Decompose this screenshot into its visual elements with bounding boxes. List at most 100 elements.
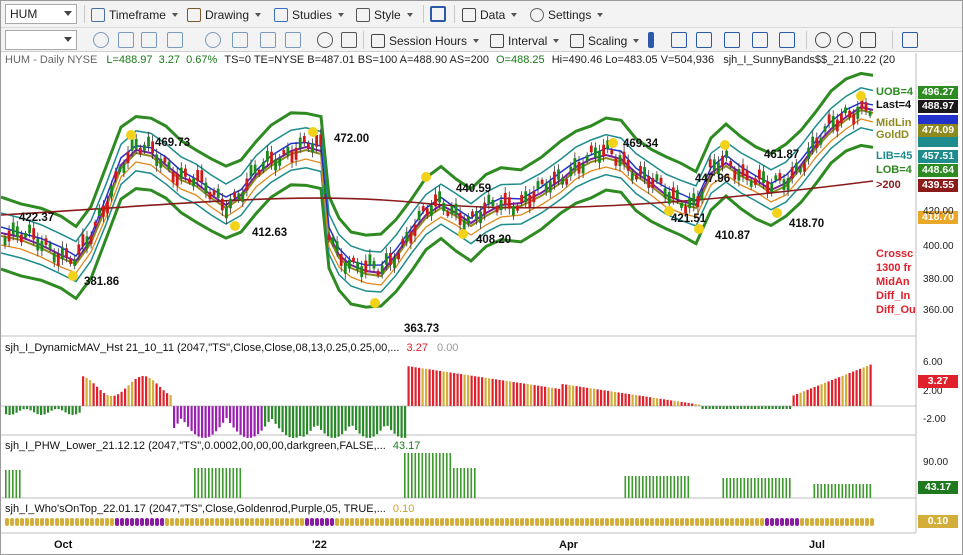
compass-icon[interactable] (205, 32, 221, 48)
candle-body (85, 236, 89, 248)
histogram-bar (197, 406, 200, 437)
candle-body (110, 185, 113, 197)
histogram-bar (645, 396, 648, 406)
candle-body (11, 222, 15, 235)
candle-body (393, 258, 396, 269)
symbol-input[interactable]: HUM (5, 4, 77, 24)
chevron-down-icon (553, 38, 560, 43)
add-chart-icon[interactable] (902, 32, 918, 48)
dot-chart-icon[interactable] (779, 32, 795, 48)
layout-icon[interactable] (430, 6, 446, 22)
ohlc-icon[interactable] (696, 32, 712, 48)
histogram-bar (715, 406, 718, 409)
histogram-bar (694, 404, 697, 406)
trendline-icon[interactable] (141, 32, 157, 48)
crossover-text: MidAn (876, 276, 910, 288)
candle-body (352, 257, 355, 263)
whos-on-top-cell (65, 518, 69, 526)
chevron-down-icon[interactable] (64, 11, 72, 16)
style-button[interactable]: Style (356, 5, 413, 24)
candle-body (323, 184, 327, 195)
chart-area[interactable]: HUM - Daily NYSE L=488.97 3.27 0.67% TS=… (1, 53, 962, 555)
drawing-button[interactable]: Drawing (187, 5, 262, 24)
whos-on-top-cell (730, 518, 734, 526)
sunnybands-study-label[interactable]: sjh_I_SunnyBands$$_21.10.22 (20 (723, 54, 896, 66)
whos-on-top-cell (570, 518, 574, 526)
phw-bar (239, 468, 242, 498)
price-axis-label: 360.00 (923, 305, 954, 316)
whos-on-top-cell (805, 518, 809, 526)
histogram-bar (78, 406, 81, 413)
whos-on-top-cell (580, 518, 584, 526)
bar-chart-icon[interactable] (648, 32, 654, 48)
phw-lower-study-label[interactable]: sjh_I_PHW_Lower_21.12.12 (2047,"TS",0.00… (5, 440, 420, 452)
candle-body (335, 241, 339, 252)
whos-on-top-cell (665, 518, 669, 526)
object-icon[interactable] (341, 32, 357, 48)
candle-body (315, 134, 318, 147)
whos-on-top-cell (245, 518, 249, 526)
candle-body (106, 201, 109, 214)
zoom-icon[interactable] (167, 32, 183, 48)
zoom-in-icon[interactable] (815, 32, 831, 48)
channel-icon[interactable] (285, 32, 301, 48)
quote-fields: TS=0 TE=NYSE B=487.01 BS=100 A=488.90 AS… (224, 54, 489, 66)
interval-button[interactable]: Interval (490, 31, 560, 50)
candle-body (454, 203, 458, 215)
candle-body (548, 181, 552, 193)
phw-bar (19, 470, 21, 498)
histogram-bar (544, 386, 547, 406)
histogram-bar (701, 406, 704, 409)
lib-price-badge: 457.51 (918, 150, 958, 163)
purple-ma-line (1, 105, 874, 275)
whos-on-top-cell (10, 518, 14, 526)
histogram-bar (862, 367, 865, 406)
whos-on-top-cell (185, 518, 189, 526)
phw-bar (768, 478, 770, 498)
histogram-bar (92, 383, 95, 406)
refresh-icon[interactable] (93, 32, 109, 48)
candle-body (684, 206, 687, 214)
candle-body (175, 173, 179, 186)
histogram-bar (771, 406, 774, 409)
dynamic-mav-study-label[interactable]: sjh_I_DynamicMAV_Hst 21_10_11 (2047,"TS"… (5, 342, 458, 354)
candle-body (606, 140, 610, 149)
whos-on-top-cell (105, 518, 109, 526)
whos-on-top-cell (455, 518, 459, 526)
chevron-down-icon[interactable] (64, 37, 72, 42)
whos-on-top-cell (235, 518, 239, 526)
whos-on-top-cell (790, 518, 794, 526)
whos-on-top-cell (335, 518, 339, 526)
zoom-out-icon[interactable] (837, 32, 853, 48)
histogram-bar (274, 406, 277, 424)
data-button[interactable]: Data (462, 5, 518, 24)
histogram-bar (649, 397, 652, 406)
interval-select[interactable] (5, 30, 77, 50)
study-axis-label: 2.00 (923, 386, 943, 397)
scaling-button[interactable]: Scaling (570, 31, 640, 50)
whos-on-top-study-label[interactable]: sjh_I_Who'sOnTop_22.01.17 (2047,"TS",Clo… (5, 503, 414, 515)
drawing-label: Drawing (205, 7, 250, 22)
settings-button[interactable]: Settings (530, 5, 604, 24)
scaling-icon (570, 33, 584, 48)
crosshair-icon[interactable] (118, 32, 134, 48)
fib-icon[interactable] (260, 32, 276, 48)
text-tool-icon[interactable] (232, 32, 248, 48)
histogram-bar (442, 371, 445, 406)
histogram-bar (680, 401, 683, 406)
phw-bar (638, 476, 641, 498)
candle-body (778, 173, 782, 181)
phw-bar (215, 468, 217, 498)
timeframe-button[interactable]: Timeframe (91, 5, 178, 24)
fit-icon[interactable] (860, 32, 876, 48)
session-hours-button[interactable]: Session Hours (371, 31, 480, 50)
candle-body (717, 162, 720, 175)
hist-chart-icon[interactable] (752, 32, 768, 48)
histogram-bar (106, 395, 109, 406)
candle-chart-icon[interactable] (671, 32, 687, 48)
histogram-bar (180, 406, 183, 419)
studies-button[interactable]: Studies (274, 5, 345, 24)
line-chart-icon[interactable] (724, 32, 740, 48)
candle-body (171, 171, 175, 183)
gear-icon[interactable] (317, 32, 333, 48)
